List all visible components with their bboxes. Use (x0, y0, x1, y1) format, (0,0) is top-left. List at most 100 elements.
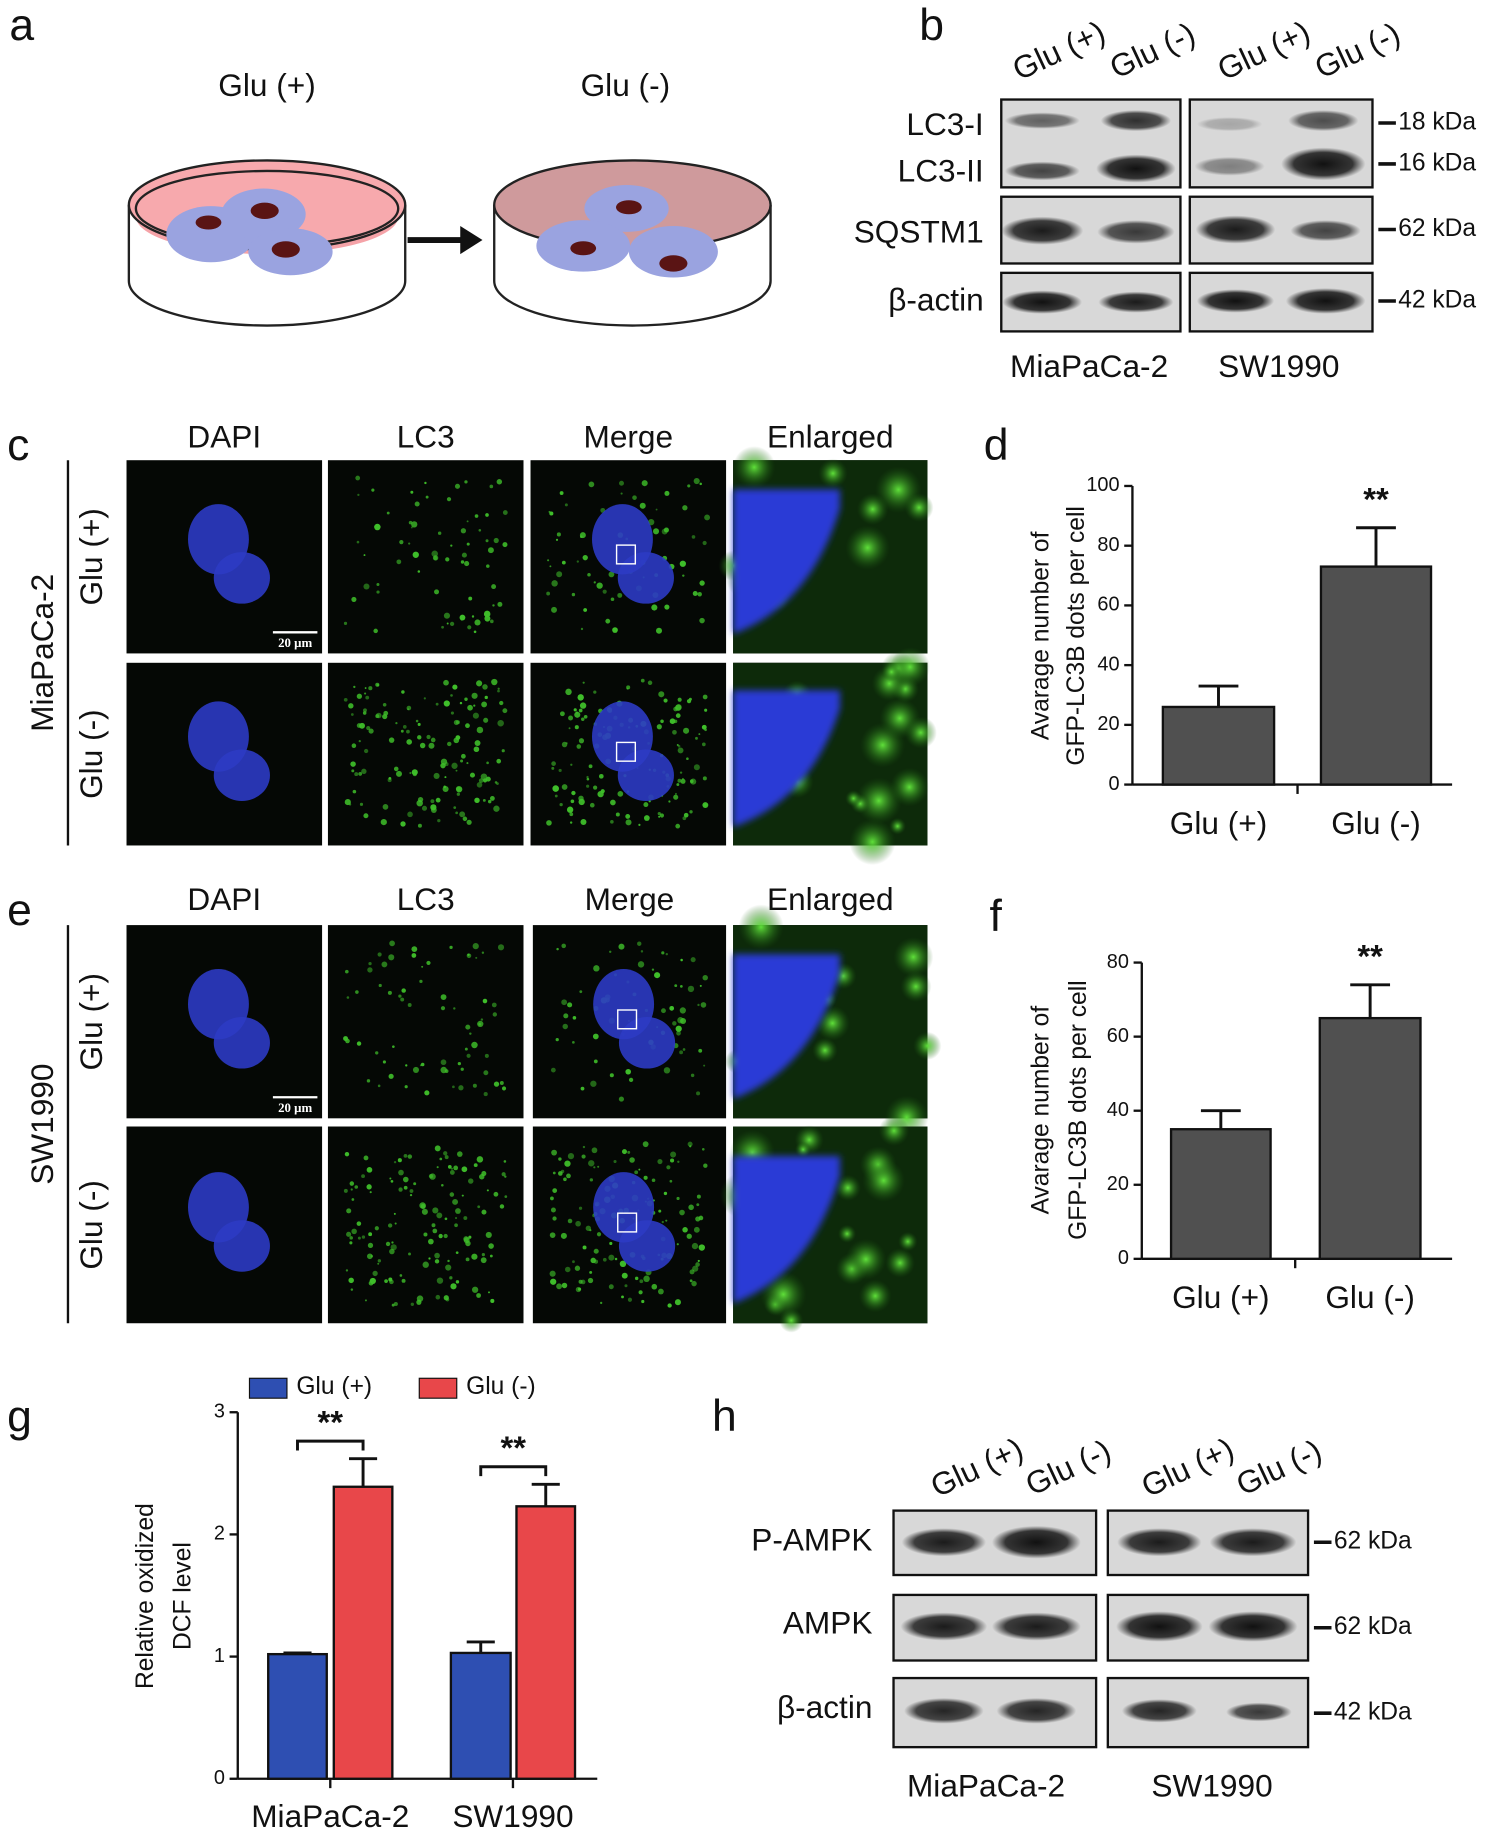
nucleus (617, 749, 674, 801)
green-dot (486, 761, 489, 765)
green-dot (407, 708, 410, 711)
green-dot (423, 697, 426, 700)
y-tick-label: 100 (1086, 474, 1119, 496)
green-dot (453, 1007, 456, 1010)
green-dot (363, 583, 370, 590)
green-dot (388, 954, 395, 961)
green-dot (889, 817, 906, 835)
green-dot (406, 729, 410, 734)
nucleus (213, 1220, 270, 1272)
green-dot (641, 1299, 645, 1304)
green-dot (574, 711, 581, 718)
panel-label: c (7, 421, 29, 470)
green-dot (460, 759, 464, 763)
green-dot (412, 551, 419, 558)
green-dot (450, 694, 453, 697)
green-dot (489, 795, 495, 801)
green-dot (586, 775, 589, 779)
green-dot (444, 1217, 448, 1221)
green-dot (619, 480, 624, 486)
size-label: 42 kDa (1334, 1699, 1412, 1726)
green-dot (590, 1257, 596, 1264)
green-dot (455, 1208, 461, 1214)
green-dot (355, 475, 361, 481)
green-dot (377, 1262, 380, 1265)
green-dot (501, 1086, 507, 1091)
green-dot (682, 1048, 686, 1051)
green-dot (890, 647, 931, 687)
green-dot (658, 1209, 662, 1213)
green-dot (655, 508, 658, 511)
green-dot (676, 1030, 681, 1036)
green-dot (417, 570, 421, 573)
green-dot (593, 690, 597, 694)
green-dot (488, 1291, 490, 1294)
green-dot (608, 1284, 614, 1290)
green-dot (471, 692, 478, 699)
green-dot (469, 772, 476, 778)
green-dot (467, 953, 470, 957)
green-dot (417, 823, 422, 828)
green-dot (468, 596, 473, 601)
green-dot (686, 757, 689, 761)
nucleus (213, 552, 270, 604)
green-dot (408, 520, 413, 525)
zoom-box (617, 1212, 638, 1233)
nucleus (733, 1156, 841, 1304)
green-dot (625, 819, 632, 826)
green-dot (406, 739, 413, 745)
condition-label: Glu (+) (218, 67, 315, 103)
green-dot (455, 811, 458, 815)
green-dot (570, 763, 573, 766)
green-dot (402, 1176, 409, 1183)
green-dot (361, 1235, 366, 1239)
green-dot (478, 1022, 482, 1026)
bar (267, 1652, 328, 1780)
green-dot (401, 690, 405, 694)
micrograph (327, 460, 524, 654)
row-label: β-actin (888, 281, 983, 317)
green-dot (686, 1233, 692, 1239)
green-dot (400, 997, 405, 1002)
green-dot (588, 764, 593, 769)
band (900, 1612, 988, 1641)
green-dot (435, 702, 439, 706)
green-dot (664, 604, 670, 610)
green-dot (654, 972, 661, 979)
legend-label: Glu (+) (296, 1373, 372, 1400)
green-dot (613, 1159, 617, 1164)
green-dot (608, 571, 615, 578)
green-dot (581, 717, 585, 722)
green-dot (416, 799, 423, 807)
green-dot (388, 1073, 394, 1079)
green-dot (489, 1254, 493, 1258)
green-dot (580, 818, 587, 825)
green-dot (443, 785, 447, 789)
green-dot (461, 1166, 468, 1173)
green-dot (849, 818, 896, 866)
green-dot (682, 505, 688, 511)
green-dot (472, 943, 479, 950)
green-dot (485, 1231, 492, 1239)
green-dot (605, 618, 611, 624)
zoom-box (617, 1009, 638, 1030)
green-dot (357, 493, 360, 497)
green-dot (343, 621, 348, 625)
green-dot (435, 1294, 441, 1300)
green-dot (384, 1279, 388, 1283)
green-dot (568, 715, 574, 721)
green-dot (459, 614, 466, 621)
green-dot (394, 1222, 397, 1225)
green-dot (492, 604, 495, 607)
green-dot (572, 1260, 575, 1264)
significance: ** (1357, 938, 1383, 975)
green-dot (596, 1232, 602, 1237)
green-dot (493, 1191, 499, 1197)
green-dot (435, 797, 441, 803)
green-dot (583, 608, 588, 612)
green-dot (474, 740, 481, 747)
green-dot (454, 1216, 458, 1220)
green-dot (350, 713, 354, 716)
green-dot (393, 1161, 397, 1164)
y-tick-label: 0 (1108, 773, 1119, 795)
